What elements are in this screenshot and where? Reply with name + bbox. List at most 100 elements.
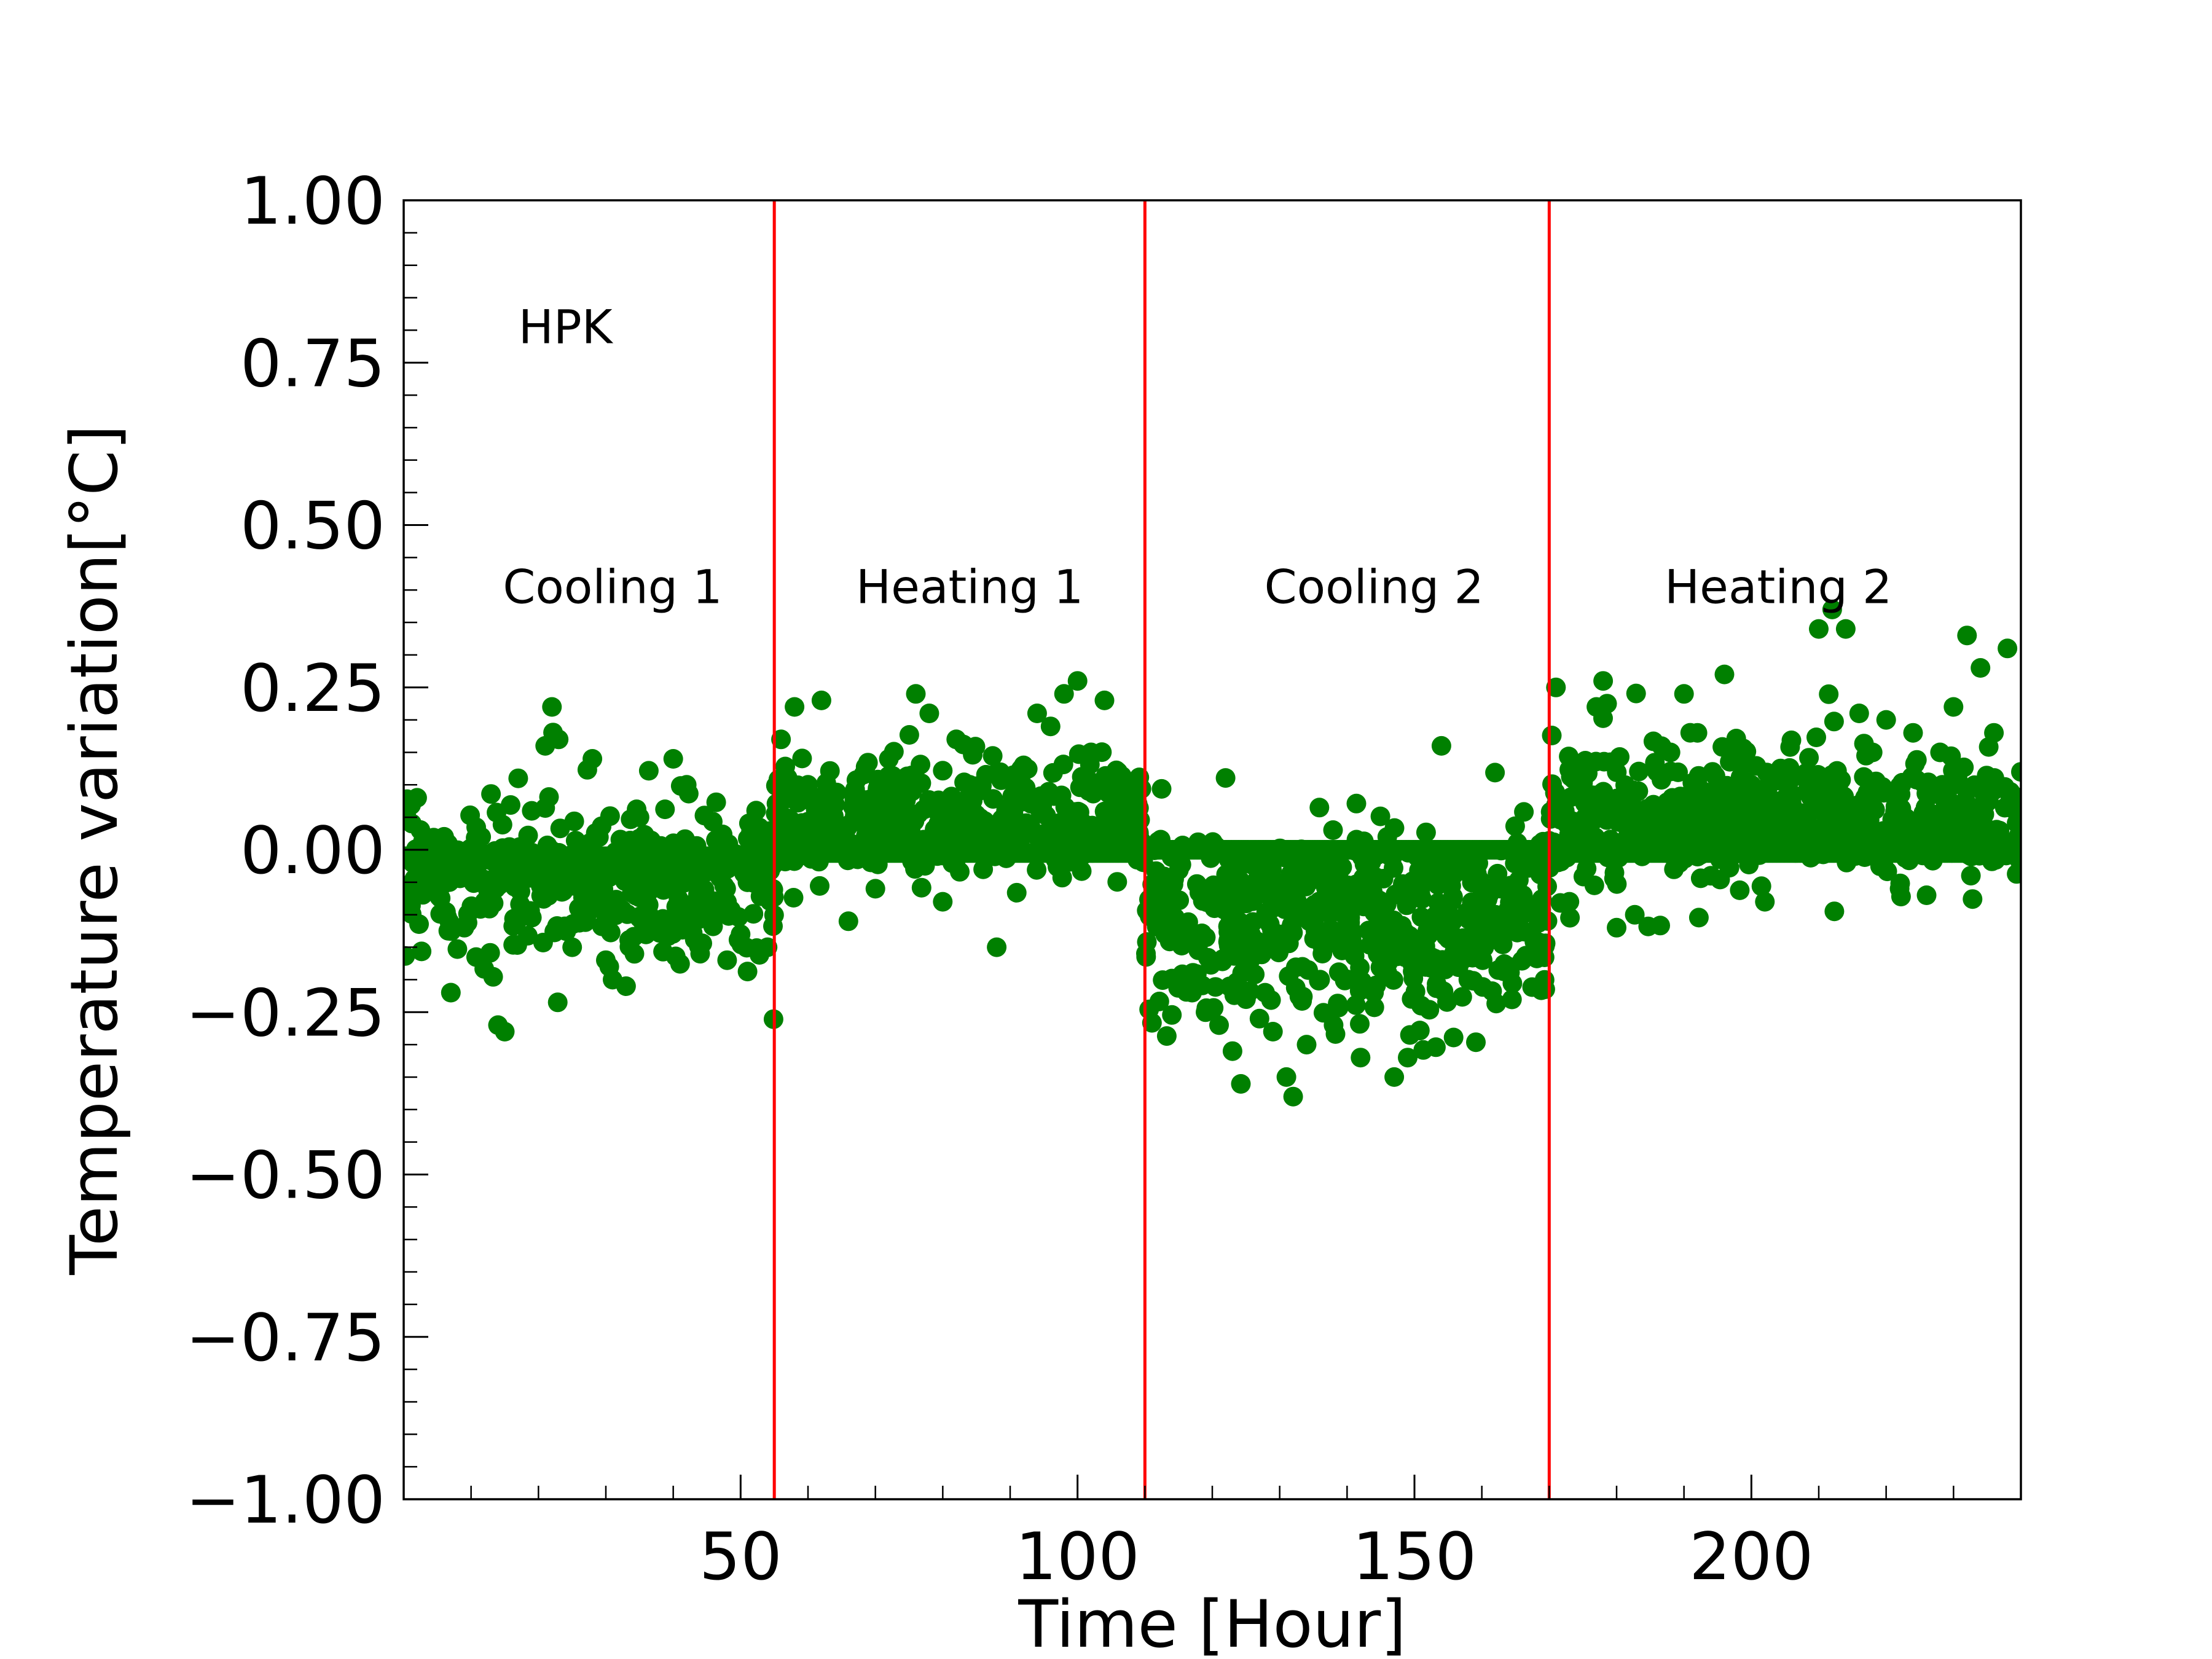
data-point — [1351, 1048, 1371, 1068]
data-point — [466, 828, 486, 848]
data-point — [1835, 619, 1856, 639]
data-point — [1027, 704, 1047, 723]
data-point — [565, 831, 586, 851]
data-point — [1916, 783, 1937, 804]
data-point — [1285, 855, 1306, 875]
data-point — [941, 786, 962, 807]
data-point — [1261, 990, 1281, 1010]
data-point — [1105, 813, 1125, 833]
data-point — [816, 773, 836, 793]
data-point — [1231, 1074, 1251, 1094]
data-point — [1145, 879, 1164, 900]
data-point — [1081, 742, 1101, 763]
data-point — [1929, 804, 1950, 824]
data-point — [2011, 762, 2021, 782]
phase-boundaries — [772, 200, 1551, 1499]
y-tick-label: −0.50 — [186, 1138, 385, 1214]
data-point — [1142, 898, 1162, 919]
data-point — [624, 944, 645, 964]
data-point — [1169, 970, 1189, 990]
data-point — [1593, 671, 1614, 691]
data-point — [704, 898, 724, 919]
data-point — [1156, 1026, 1177, 1046]
data-point — [1560, 908, 1580, 928]
data-point — [1030, 786, 1051, 806]
data-point — [798, 775, 818, 795]
data-point — [655, 799, 675, 820]
data-point — [976, 764, 996, 785]
data-point — [1160, 894, 1180, 914]
data-point — [1634, 824, 1655, 844]
data-point — [438, 920, 458, 941]
data-point — [1615, 784, 1634, 804]
data-point — [914, 799, 934, 820]
data-point — [508, 768, 528, 788]
data-point — [1984, 768, 2004, 788]
annotations: HPK Cooling 1 Heating 1 Cooling 2 Heating 2 — [503, 300, 1892, 614]
data-point — [1027, 860, 1047, 880]
data-point — [965, 737, 986, 757]
data-point — [2010, 843, 2021, 863]
data-point — [1287, 891, 1307, 911]
data-point — [564, 811, 584, 831]
data-point — [1984, 723, 2004, 743]
data-point — [1486, 994, 1507, 1014]
data-point — [1213, 949, 1233, 969]
data-point — [1950, 774, 1969, 794]
data-point — [899, 725, 919, 745]
data-point — [1411, 995, 1431, 1016]
data-point — [539, 787, 559, 807]
y-tick-label: −0.75 — [186, 1300, 385, 1376]
data-point — [653, 880, 673, 900]
data-point — [1445, 931, 1465, 951]
data-point — [1324, 1015, 1344, 1035]
data-point — [1013, 755, 1033, 775]
data-point — [845, 810, 865, 830]
data-point — [1067, 671, 1088, 691]
data-point — [1862, 742, 1883, 763]
data-point — [1121, 788, 1142, 808]
data-point — [877, 806, 898, 826]
data-point — [404, 946, 415, 966]
data-point — [503, 916, 524, 936]
data-point — [1299, 911, 1319, 931]
data-point — [1182, 982, 1202, 1003]
data-point — [1392, 916, 1412, 936]
data-point — [1072, 812, 1092, 833]
data-point — [1349, 970, 1369, 990]
data-point — [1021, 816, 1040, 836]
data-point — [1500, 876, 1521, 896]
data-point — [783, 888, 804, 908]
data-point — [441, 982, 461, 1003]
data-point — [1822, 599, 1842, 619]
data-point — [1660, 742, 1681, 763]
data-point — [758, 937, 778, 957]
data-point — [811, 794, 831, 814]
data-point — [2007, 793, 2021, 814]
data-point — [1674, 684, 1694, 704]
data-point — [1813, 772, 1834, 792]
data-point — [1529, 913, 1548, 933]
data-point — [1629, 761, 1649, 782]
data-point — [1889, 879, 1910, 899]
data-point — [1588, 808, 1608, 828]
data-point — [1604, 868, 1624, 888]
data-point — [1751, 876, 1771, 896]
data-point — [1411, 907, 1432, 927]
data-point — [1711, 822, 1731, 842]
data-point — [855, 757, 876, 777]
data-point — [1607, 762, 1627, 782]
data-point — [1573, 866, 1593, 887]
data-point — [879, 749, 899, 769]
data-point — [1849, 798, 1869, 818]
data-point — [544, 922, 565, 941]
data-point — [1236, 989, 1256, 1010]
data-point — [1240, 950, 1260, 970]
data-point — [933, 761, 953, 781]
data-point — [434, 826, 454, 847]
data-point — [1285, 978, 1306, 998]
data-point — [973, 859, 994, 879]
data-point — [1054, 684, 1074, 704]
data-point — [431, 888, 451, 908]
data-point — [673, 873, 694, 893]
